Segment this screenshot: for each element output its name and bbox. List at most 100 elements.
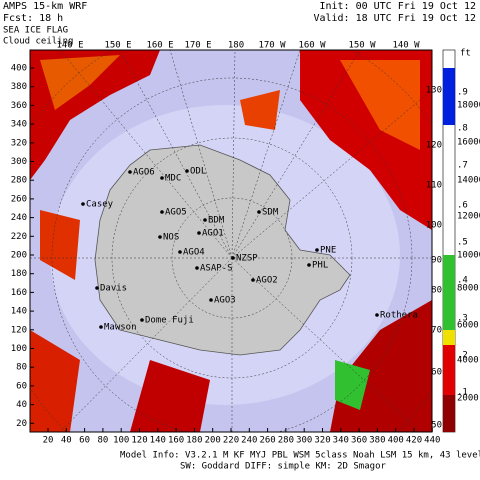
station-dot [128,170,132,174]
colorbar-label: 2000 [457,394,479,404]
colorbar-tick-label: 50 [431,421,442,431]
y-tick-label: 340 [11,120,27,130]
station-dot [203,218,207,222]
x-tick-label: 220 [223,436,239,446]
colorbar-label: 14000 [457,176,480,186]
x-tick-label: 280 [278,436,294,446]
longitude-label: 170 E [184,41,211,51]
station-dot [140,318,144,322]
colorbar-label: .6 [457,201,468,211]
y-tick-label: 260 [11,194,27,204]
y-tick-label: 300 [11,157,27,167]
station-dot [99,325,103,329]
station-dot [160,176,164,180]
station-dot [185,169,189,173]
station-label: AGO1 [202,229,224,239]
station-dot [209,298,213,302]
station-dot [375,313,379,317]
station-label: NOS [163,233,179,243]
longitude-label: 180 [228,41,244,51]
colorbar-tick-label: 60 [431,368,442,378]
station-label: ASAP-S [200,264,233,274]
station-label: AGO3 [214,296,236,306]
station-dot [158,235,162,239]
y-tick-label: 20 [16,419,27,429]
map [30,50,432,432]
station-dot [81,202,85,206]
colorbar-label: 6000 [457,321,479,331]
colorbar-label: .5 [457,238,468,248]
station-dot [160,210,164,214]
station-label: MDC [165,174,181,184]
longitude-label: 170 W [258,41,286,51]
colorbar-unit: ft [460,49,471,59]
longitude-label: 160 W [298,41,326,51]
x-tick-label: 260 [259,436,275,446]
cloud-area [40,55,120,110]
x-tick-label: 120 [131,436,147,446]
station-dot [197,231,201,235]
y-tick-label: 320 [11,138,27,148]
x-tick-label: 320 [314,436,330,446]
station-label: BDM [208,216,225,226]
station-dot [315,248,319,252]
colorbar-label: .7 [457,161,468,171]
colorbar-label: 4000 [457,356,479,366]
colorbar-label: 18000 [457,101,480,111]
y-tick-label: 160 [11,288,27,298]
colorbar-tick-label: 130 [426,86,442,96]
cloud-area [240,90,280,130]
station-label: Casey [86,200,114,210]
cloud-area [335,360,370,410]
station-dot [178,250,182,254]
station-label: PNE [320,246,336,256]
flag: SEA ICE FLAG [3,26,68,36]
y-tick-label: 40 [16,400,27,410]
station-dot [195,266,199,270]
x-tick-label: 380 [369,436,385,446]
station-label: ODL [190,167,206,177]
x-tick-label: 300 [296,436,312,446]
colorbar-label: .8 [457,124,468,134]
longitude-label: 140 W [392,41,420,51]
colorbar-label: .4 [457,276,468,286]
colorbar-tick-label: 120 [426,141,442,151]
x-tick-label: 200 [205,436,221,446]
forecast-hour: Fcst: 18 h [3,13,63,24]
station-dot [231,256,235,260]
y-tick-label: 180 [11,269,27,279]
x-tick-label: 360 [351,436,367,446]
colorbar-tick-label: 70 [431,326,442,336]
station-label: NZSP [236,254,258,264]
x-tick-label: 340 [333,436,349,446]
x-tick-label: 40 [61,436,72,446]
y-tick-label: 100 [11,344,27,354]
station-label: AGO2 [256,276,278,286]
y-tick-label: 200 [11,251,27,261]
x-tick-label: 100 [113,436,129,446]
colorbar-label: 10000 [457,251,480,261]
x-tick-label: 160 [168,436,184,446]
colorbar-label: .9 [457,88,468,98]
station-label: AGO5 [165,208,187,218]
colorbar-label: .2 [457,351,468,361]
longitude-label: 150 E [104,41,131,51]
station-dot [95,286,99,290]
station-label: AGO4 [183,248,205,258]
x-tick-label: 400 [388,436,404,446]
init-time: Init: 00 UTC Fri 19 Oct 12 [319,1,476,12]
longitude-label: 150 W [348,41,376,51]
y-tick-label: 380 [11,82,27,92]
y-tick-label: 360 [11,101,27,111]
longitude-label: 160 E [146,41,173,51]
footer-line: SW: Goddard DIFF: simple KM: 2D Smagor [180,462,386,472]
station-label: Davis [100,284,127,294]
x-tick-label: 180 [186,436,202,446]
colorbar-label: 16000 [457,138,480,148]
valid-time: Valid: 18 UTC Fri 19 Oct 12 [313,13,476,24]
colorbar-label: .1 [457,388,468,398]
colorbar [442,49,456,433]
antarctica [94,144,351,356]
cloud-area [130,360,210,432]
